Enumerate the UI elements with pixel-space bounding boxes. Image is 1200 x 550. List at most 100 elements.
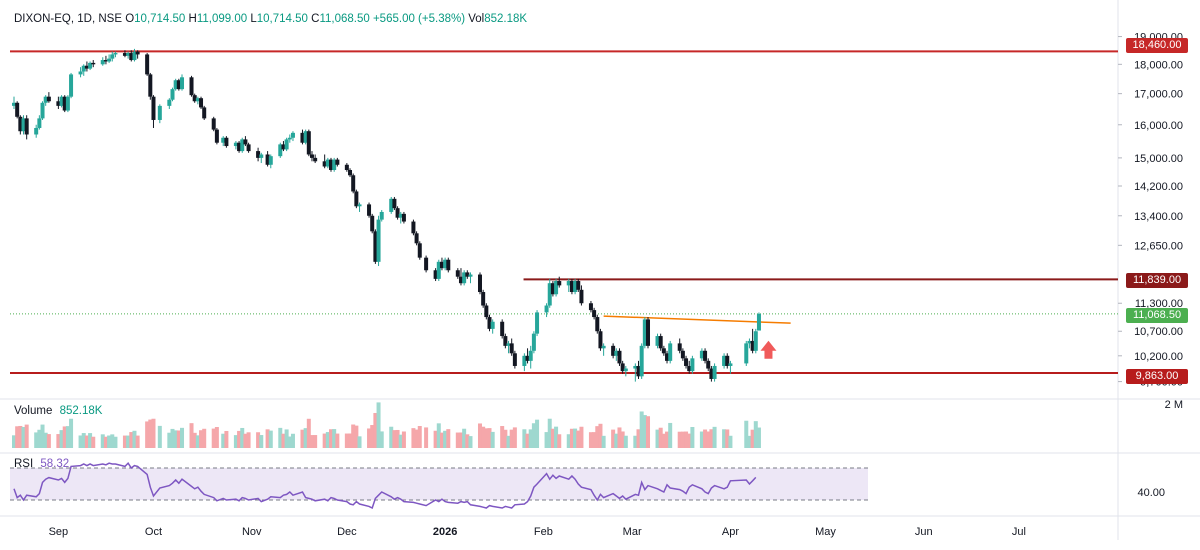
candle-body-2025-11-17 bbox=[300, 132, 305, 143]
volume-bar-2026-01-15 bbox=[487, 428, 492, 448]
volume-bar-2025-10-17 bbox=[202, 428, 207, 448]
volume-bar-2026-02-25 bbox=[617, 427, 622, 448]
candle-body-2025-11-25 bbox=[325, 159, 330, 167]
volume-bar-2025-12-08 bbox=[367, 428, 372, 448]
volume-bar-2025-11-06 bbox=[265, 429, 270, 448]
volume-bar-2026-02-12 bbox=[576, 430, 581, 448]
volume-bar-2025-08-27 bbox=[40, 424, 45, 448]
volume-bar-2025-11-03 bbox=[256, 432, 261, 448]
low-label: L bbox=[250, 13, 257, 25]
volume-bar-2025-10-09 bbox=[176, 430, 181, 448]
candle-body-2025-11-14 bbox=[290, 132, 295, 138]
candle-body-2025-09-29 bbox=[145, 54, 150, 75]
candle-body-2026-03-24 bbox=[703, 350, 708, 361]
volume-bar-2025-10-28 bbox=[237, 430, 242, 448]
candle-body-2026-03-12 bbox=[665, 353, 670, 361]
high-value: 11,099.00 bbox=[196, 13, 248, 25]
y-tick-label-2: 17,000.00 bbox=[1134, 89, 1183, 101]
volume-bar-2025-12-02 bbox=[348, 433, 353, 448]
volume-bar-2026-01-16 bbox=[490, 431, 495, 448]
candle-body-2026-03-09 bbox=[655, 336, 660, 346]
breakout-arrow bbox=[760, 340, 777, 359]
volume-bar-2026-02-06 bbox=[557, 434, 562, 448]
volume-bar-2025-09-25 bbox=[132, 430, 137, 448]
candle-body-2025-12-09 bbox=[370, 215, 375, 232]
y-tick-label-5: 14,200.00 bbox=[1134, 181, 1183, 193]
volume-bar-2025-10-15 bbox=[195, 435, 200, 448]
candle-body-2025-12-12 bbox=[379, 211, 384, 220]
candle-body-2025-09-16 bbox=[103, 60, 108, 62]
candle-body-2026-02-04 bbox=[550, 283, 555, 295]
volume-bar-2026-04-09 bbox=[753, 421, 758, 448]
volume-bar-2025-12-05 bbox=[357, 436, 362, 448]
y-tick-label-1: 18,000.00 bbox=[1134, 59, 1183, 71]
candle-body-2026-01-15 bbox=[487, 317, 492, 329]
y-tick-label-10: 10,200.00 bbox=[1134, 351, 1183, 363]
candle-body-2026-02-09 bbox=[566, 281, 571, 286]
volume-bar-2026-03-31 bbox=[725, 429, 730, 448]
volume-bar-2026-01-06 bbox=[458, 432, 463, 448]
volume-bar-2025-11-28 bbox=[335, 433, 340, 448]
volume-bar-2025-12-24 bbox=[417, 426, 422, 448]
candle-body-2025-09-24 bbox=[129, 53, 134, 61]
candle-body-2026-01-21 bbox=[506, 343, 511, 346]
volume-bar-2026-03-06 bbox=[646, 416, 651, 448]
candle-body-2026-02-13 bbox=[579, 289, 584, 304]
candle-body-2025-09-11 bbox=[88, 62, 93, 69]
x-tick-label-9: Jun bbox=[915, 526, 933, 538]
candle-body-2025-09-19 bbox=[113, 53, 118, 55]
candle-body-2026-02-24 bbox=[614, 350, 619, 356]
volume-bar-2025-12-26 bbox=[424, 427, 429, 448]
candle-body-2025-12-11 bbox=[376, 219, 381, 262]
candle-body-2025-10-10 bbox=[180, 77, 185, 90]
open-value: 10,714.50 bbox=[134, 13, 186, 25]
candle-body-2026-01-01 bbox=[443, 259, 448, 269]
candle-body-2025-08-29 bbox=[46, 96, 51, 102]
candle-body-2026-01-26 bbox=[522, 355, 527, 366]
y-tick-label-7: 12,650.00 bbox=[1134, 240, 1183, 252]
candle-body-2025-12-01 bbox=[344, 164, 349, 170]
volume-bar-2026-01-02 bbox=[446, 429, 451, 448]
candle-body-2025-11-06 bbox=[265, 154, 270, 165]
volume-bar-2026-01-07 bbox=[462, 428, 467, 448]
candle-body-2025-10-14 bbox=[192, 95, 197, 102]
close-value: 11,068.50 bbox=[319, 13, 370, 25]
candle-body-2025-09-03 bbox=[62, 96, 67, 111]
volume-bar-2025-10-27 bbox=[233, 435, 238, 448]
volume-bar-2026-01-19 bbox=[500, 426, 505, 448]
candle-body-2025-09-10 bbox=[84, 65, 89, 69]
volume-bar-2026-01-08 bbox=[465, 434, 470, 448]
volume-bar-2026-03-19 bbox=[687, 433, 692, 448]
volume-bar-2025-12-31 bbox=[439, 432, 444, 448]
volume-bar-2026-04-01 bbox=[728, 435, 733, 448]
candle-body-2025-10-30 bbox=[243, 139, 248, 145]
candle-body-2025-11-04 bbox=[259, 154, 264, 158]
volume-bar-2026-03-11 bbox=[661, 433, 666, 448]
candle-body-2026-01-12 bbox=[477, 274, 482, 293]
candles-group bbox=[12, 48, 761, 382]
candle-body-2025-11-07 bbox=[268, 156, 273, 165]
candle-body-2026-02-23 bbox=[611, 345, 616, 356]
candle-body-2026-01-02 bbox=[446, 259, 451, 271]
volume-bar-2026-03-30 bbox=[722, 429, 727, 448]
candle-body-2025-12-23 bbox=[414, 233, 419, 244]
volume-bar-2026-01-26 bbox=[522, 429, 527, 448]
candle-body-2026-04-01 bbox=[728, 363, 733, 366]
candle-body-2026-04-09 bbox=[753, 331, 758, 351]
candle-body-2025-10-17 bbox=[202, 107, 207, 119]
candle-body-2026-02-06 bbox=[557, 281, 562, 286]
volume-bar-2025-11-24 bbox=[322, 433, 327, 448]
candle-body-2025-09-25 bbox=[132, 51, 137, 61]
x-tick-label-6: Mar bbox=[623, 526, 642, 538]
candle-body-2025-08-28 bbox=[43, 96, 48, 103]
candle-body-2025-12-19 bbox=[401, 213, 406, 222]
volume-bar-2025-10-20 bbox=[211, 428, 216, 448]
rsi-title: RSI bbox=[14, 458, 34, 470]
volume-bar-2025-10-24 bbox=[224, 430, 229, 448]
volume-bar-2025-09-02 bbox=[59, 430, 64, 448]
candle-body-2026-01-16 bbox=[490, 321, 495, 329]
candle-body-2026-01-14 bbox=[484, 305, 489, 318]
level-badge-top: 18,460.00 bbox=[1126, 38, 1188, 53]
volume-bar-2026-01-12 bbox=[477, 423, 482, 448]
